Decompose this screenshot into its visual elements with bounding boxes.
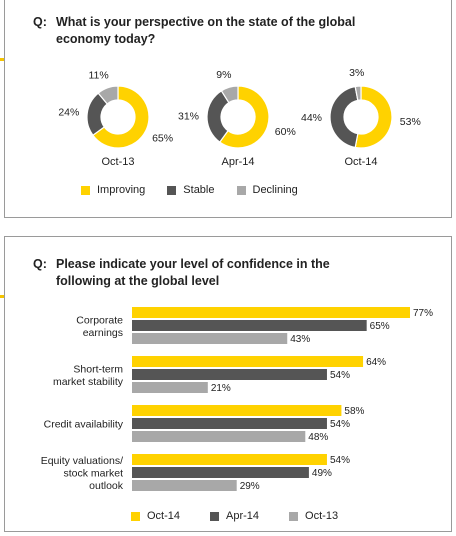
legend-swatch (131, 511, 140, 521)
donut-value-label: 31% (178, 111, 199, 123)
bar-value-label: 49% (312, 468, 332, 479)
donut-slice-improving (354, 85, 393, 149)
legend-swatch (236, 185, 246, 195)
legend-item-declining: Declining (236, 184, 298, 196)
bar-oct-13 (132, 333, 288, 344)
bar-oct-14 (132, 454, 327, 465)
category-label: earnings (83, 327, 123, 339)
question-prefix: Q: (33, 15, 47, 29)
category-label: outlook (89, 480, 124, 492)
bar-value-label: 43% (290, 334, 310, 345)
panel-marker (0, 295, 4, 298)
bar-value-label: 29% (240, 481, 260, 492)
bar-value-label: 65% (370, 321, 390, 332)
donut-slice-declining (220, 85, 239, 104)
bar-apr-14 (132, 467, 309, 478)
legend-swatch (289, 511, 299, 521)
bar-apr-14 (132, 418, 327, 429)
donut-slice-improving (218, 85, 270, 149)
legend-label: Declining (252, 184, 298, 196)
legend-item-oct-14: Oct-14 (131, 510, 180, 522)
bar-value-label: 48% (308, 432, 328, 443)
bar-value-label: 77% (413, 308, 433, 319)
donut-slice-improving (92, 85, 150, 149)
bar-oct-13 (132, 431, 306, 442)
bar-apr-14 (132, 369, 327, 380)
category-label: market stability (53, 376, 124, 388)
legend-item-stable: Stable (167, 184, 215, 196)
legend-label: Apr-14 (226, 510, 260, 522)
donut-charts: 65% 24% 11% Oct-13 60% 31% 9% Apr-14 53% 44% 3% Oct… (58, 67, 421, 168)
donut-value-label: 11% (89, 70, 109, 82)
category-label: Short-term (73, 363, 123, 375)
legend-item-improving: Improving (81, 184, 145, 196)
bar-oct-14 (132, 356, 364, 367)
legend-label: Stable (183, 184, 215, 196)
donut-legend: Improving Stable Declining (81, 184, 320, 196)
donut-slice-declining (97, 85, 119, 105)
legend-swatch (81, 185, 90, 195)
bar-value-label: 58% (344, 406, 364, 417)
legend-label: Oct-14 (147, 510, 181, 522)
donut-value-label: 65% (152, 132, 173, 144)
donut-slice-declining (354, 85, 362, 102)
question-text: What is your perspective on the state of… (56, 15, 356, 46)
donut-value-label: 53% (400, 116, 421, 128)
donut-value-label: 24% (58, 106, 79, 118)
bar-value-label: 54% (330, 419, 350, 430)
legend-swatch (210, 511, 220, 521)
legend-item-oct-13: Oct-13 (289, 510, 338, 522)
economy-perspective-panel: Q: What is your perspective on the state… (0, 0, 452, 218)
bar-legend: Oct-14 Apr-14 Oct-13 (131, 510, 368, 522)
donut-value-label: 44% (301, 112, 322, 124)
panel-marker (0, 58, 4, 61)
category-label: Credit availability (44, 419, 124, 431)
legend-swatch (167, 185, 177, 195)
category-label: stock market (63, 468, 123, 480)
legend-item-apr-14: Apr-14 (210, 510, 259, 522)
donut-period-label: Apr-14 (221, 156, 254, 168)
confidence-panel: Q: Please indicate your level of confide… (0, 236, 452, 532)
bar-value-label: 21% (211, 383, 231, 394)
donut-value-label: 9% (216, 69, 231, 81)
category-label: Corporate (76, 314, 123, 326)
bar-apr-14 (132, 320, 367, 331)
question-confidence: Q: Please indicate your level of confide… (33, 256, 363, 290)
donut-value-label: 60% (275, 126, 296, 138)
bar-value-label: 54% (330, 455, 350, 466)
bar-oct-14 (132, 405, 342, 416)
bar-oct-13 (132, 382, 208, 393)
bar-oct-13 (132, 480, 237, 491)
donut-slice-stable (329, 85, 359, 149)
donut-value-label: 3% (349, 67, 364, 79)
question-prefix: Q: (33, 257, 47, 271)
bar-oct-14 (132, 307, 410, 318)
question-economy: Q: What is your perspective on the state… (33, 14, 363, 48)
question-text: Please indicate your level of confidence… (56, 257, 330, 288)
legend-label: Oct-13 (305, 510, 339, 522)
bar-value-label: 54% (330, 370, 350, 381)
donut-period-label: Oct-13 (101, 156, 134, 168)
bar-value-label: 64% (366, 357, 386, 368)
category-label: Equity valuations/ (41, 455, 123, 467)
legend-label: Improving (97, 184, 146, 196)
donut-period-label: Oct-14 (344, 156, 377, 168)
